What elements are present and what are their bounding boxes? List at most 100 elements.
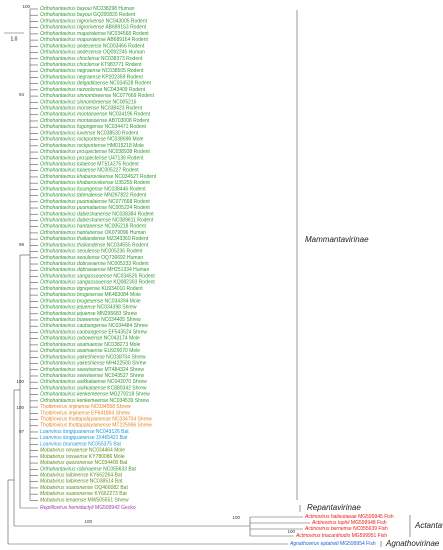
leaf-info: AB703008 Rodent [108,118,149,124]
scale-label: 1.0 [11,36,18,42]
leaf-info: NC055375 Bat [88,442,121,448]
leaf-label: Orthohantavirus jejuense MN295683 Shrew [40,311,137,317]
leaf-name: Orthohantavirus asamaense [40,342,103,348]
leaf-name: Orthohantavirus prospectense [40,156,107,162]
leaf-label: Orthohantavirus puumalaense NC005224 Rod… [40,205,150,211]
leaf-name: Orthohantavirus dobravaense [40,268,106,274]
leaf-name: Orthohantavirus khabarovskense [40,174,114,180]
leaf-info: MT514275 Rodent [97,162,139,168]
leaf-label: Agnathovirus eptatreti MG599954 Fish [289,541,376,547]
leaf-info: KC880342 Shrew [107,386,147,392]
leaf-name: Orthohantavirus tatenalense [40,193,103,199]
leaf-name: Orthohantavirus robinaense [40,467,102,473]
leaf-info: NC043070 Shrew [107,380,147,386]
leaf-label: Orthohantavirus sangassouense KQ082303 R… [40,280,155,286]
leaf-name: Thottimvirus imjinense [40,404,90,410]
leaf-name: Orthohantavirus nezoclense [40,87,102,93]
leaf-label: Orthohantavirus montanoense AB703008 Rod… [40,118,150,124]
leaf-name: Orthohantavirus boweense [40,317,100,323]
leaf-label: Reptillovirus hemidactyli MG599942 Gecko [40,505,136,511]
leaf-name: Orthohantavirus puumalaense [40,205,107,211]
leaf-info: MZ343360 Rodent [107,236,149,242]
leaf-label: Mobatvirus lenaense MW505551 Shrew [40,498,129,504]
group-label: Agnathovirinae [385,539,440,548]
support-value: 99 [19,242,25,247]
leaf-info: AB689163 Rodent [105,25,146,31]
leaf-label: Orthohantavirus boweense NC034405 Shrew [40,317,141,323]
leaf-info: KT983771 Rodent [101,62,142,68]
leaf-label: Orthohantavirus rockportense HM015218 Mo… [40,143,144,149]
leaf-info: NC034568 Rodent [107,31,149,37]
leaf-info: MG599945 Fish [358,514,394,520]
leaf-name: Orthohantavirus caobangense [40,330,107,336]
leaf-name: Orthohantavirus negraense [40,69,101,75]
leaf-label: Orthohantavirus bayoui GQ200820 Rodent [40,13,136,19]
leaf-info: NC005216 [113,100,137,106]
leaf-info: NC043126 Bat [96,429,129,435]
leaf-info: MH422500 Shrew [106,361,146,367]
leaf-label: Loanvirus brunaense NC055375 Bat [40,442,122,448]
leaf-name: Orthohantavirus hantanense [40,224,103,230]
leaf-name: Orthohantavirus brugesense [40,299,103,305]
leaf-info: NC077668 Rodent [108,199,150,205]
leaf-name: Orthohantavirus dabieshanense [40,212,111,218]
leaf-label: Mobatvirus quezonense NC034400 Bat [40,460,128,466]
leaf-info: NC034539 Shrew [109,398,149,404]
support-value: 100 [16,379,24,384]
leaf-name: Loanvirus brunaense [40,442,87,448]
leaf-info: NC038938 Rodent [108,149,150,155]
leaf-name: Orthohantavirus sinnombreense [40,93,111,99]
leaf-label: Orthohantavirus dobravaense MH251334 Hum… [40,268,149,274]
leaf-name: Mobatvirus xuanonense [40,485,93,491]
leaf-label: Actinovirus lophii MG599948 Fish [311,520,387,526]
leaf-info: NC005236 Rodent [101,249,143,255]
leaf-name: Orthohantavirus rockportense [40,137,106,143]
leaf-info: MH251334 Human [107,268,149,274]
leaf-name: Orthohantavirus tigrayense [40,286,100,292]
leaf-info: KU934010 Rodent [101,286,143,292]
leaf-label: Orthohantavirus hantanense NC005218 Rode… [40,224,147,230]
leaf-name: Orthohantavirus sangassouense [40,274,112,280]
leaf-label: Orthohantavirus tigrayense KU934010 Rode… [40,286,143,292]
leaf-info: NC034528 Rodent [110,81,152,87]
leaf-info: NC038530 Rodent [97,131,139,137]
leaf-name: Orthohantavirus hantanense [40,230,103,236]
leaf-label: Orthohantavirus seewisense MT484324 Shre… [40,367,144,373]
leaf-name: Orthohantavirus choclense [40,56,100,62]
leaf-label: Thottimvirus imjinense NC034558 Shrew [40,404,131,410]
leaf-name: Orthohantavirus nigrorivense [40,19,104,25]
leaf-label: Orthohantavirus montanoense NC034196 Rod… [40,112,151,118]
leaf-info: JX465421 Bat [96,436,128,442]
leaf-info: OQ466082 Bat [94,485,128,491]
leaf-label: Orthohantavirus choclense NC038373 Roden… [40,56,143,62]
leaf-info: MG279218 Shrew [109,392,150,398]
leaf-label: Orthohantavirus sinnombreense NC005216 [40,100,137,106]
leaf-info: NC034484 Shrew [108,324,148,330]
leaf-name: Mobatvirus novaense [40,454,88,460]
leaf-name: Orthohantavirus asamaense [40,348,103,354]
leaf-name: Orthohantavirus dabieshanense [40,218,111,224]
leaf-name: Orthohantavirus fugongense [40,125,103,131]
leaf-label: Orthohantavirus seewisense NC043527 Shre… [40,373,144,379]
leaf-label: Mobatvirus novaense KY780086 Mole [40,454,125,460]
leaf-name: Orthohantavirus tulaense [40,168,96,174]
support-value: 100 [16,405,24,410]
leaf-info: GQ200820 Rodent [93,13,136,19]
leaf-info: U47136 Rodent [108,156,144,162]
leaf-name: Orthohantavirus montanoense [40,112,107,118]
leaf-name: Actinovirus lophii [311,520,350,526]
leaf-name: Orthohantavirus asikkalaense [40,386,106,392]
leaf-label: Orthohantavirus choclense KT983771 Roden… [40,62,142,68]
leaf-name: Actinovirus triacanthodis [295,533,351,539]
leaf-info: NC077669 Rodent [113,93,155,99]
leaf-name: Orthohantavirus montanoense [40,118,107,124]
leaf-info: KY662273 Bat [94,491,127,497]
leaf-name: Orthohantavirus seewisense [40,367,103,373]
leaf-info: NC038696 Mole [107,137,143,143]
support-value: 97 [19,429,25,434]
leaf-info: EU929070 Mole [104,348,140,354]
group-label: Repantavirinae [307,503,361,512]
leaf-info: KQ082303 Rodent [113,280,155,286]
leaf-name: Orthohantavirus seoulense [40,255,100,261]
